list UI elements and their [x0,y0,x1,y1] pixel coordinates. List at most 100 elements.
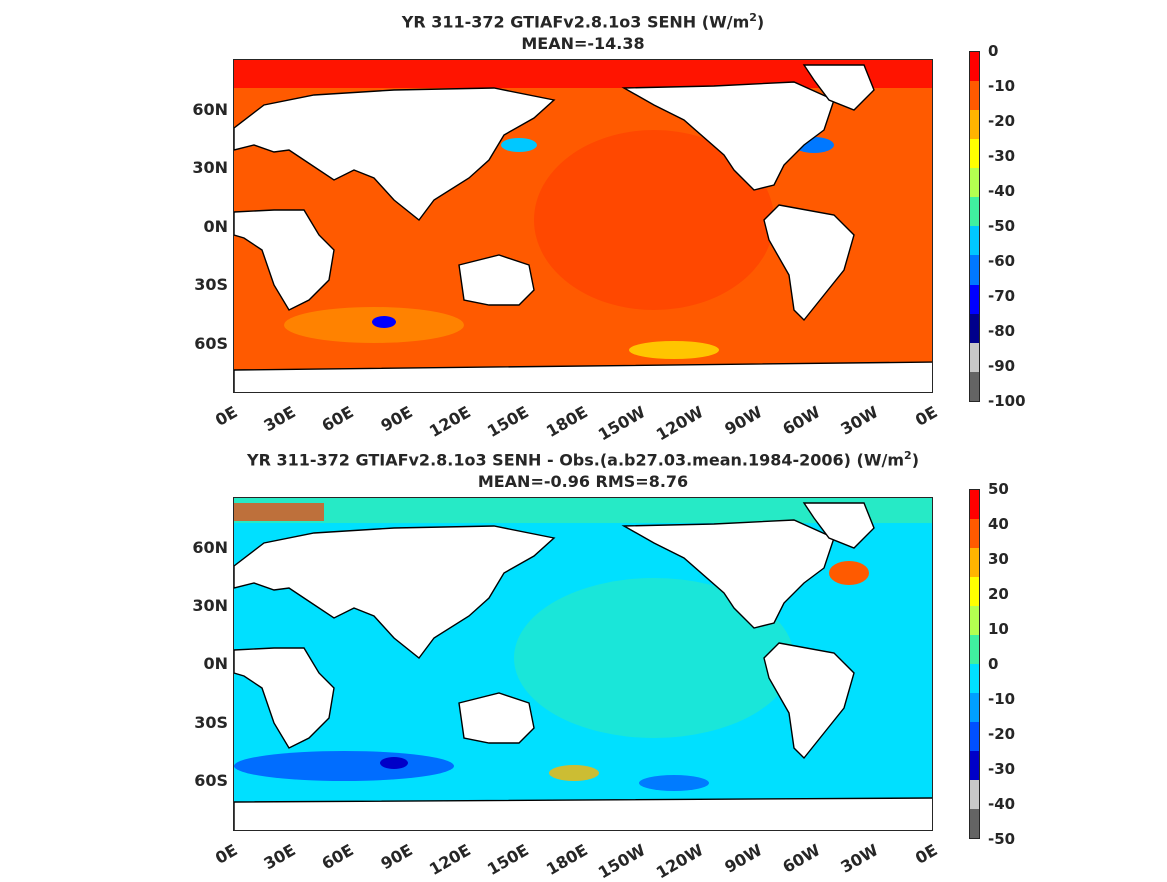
y-label: 0N [203,654,228,673]
colorbar-label: -90 [988,357,1016,375]
africa [234,647,335,749]
x-label: 0E [911,840,941,868]
pacific-field [534,130,774,310]
y-label: 30S [194,713,228,732]
x-label: 120E [425,840,474,879]
y-label: 60S [194,771,228,790]
x-label: 150E [483,840,532,879]
pacific-field [514,578,794,738]
colorbar-label: -20 [988,112,1016,130]
panel2-map [233,497,933,831]
colorbar-swatch [970,692,979,722]
colorbar-label: -30 [988,147,1016,165]
colorbar-swatch [970,779,979,809]
gulfstream-max [829,561,869,585]
panel1-map-field [234,60,932,392]
colorbar-swatch [970,750,979,780]
colorbar-label: -20 [988,725,1016,743]
colorbar-swatch [970,663,979,693]
y-label: 60N [192,100,228,119]
colorbar-label: -80 [988,322,1016,340]
colorbar-swatch [970,605,979,635]
colorbar-label: 20 [988,585,1009,603]
x-label: 150E [483,402,532,441]
x-label: 0E [911,402,941,430]
x-label: 30E [260,840,299,874]
x-label: 150W [594,840,649,882]
arctic-max [234,503,324,521]
colorbar-swatch [970,226,979,256]
colorbar-swatch [970,110,979,140]
colorbar-label: 30 [988,550,1009,568]
land [234,64,932,392]
colorbar-swatch [970,255,979,285]
antarctica [234,361,932,392]
southern-min [234,751,454,781]
x-label: 120W [652,402,707,445]
australia [458,692,535,744]
y-label: 60N [192,538,228,557]
x-label: 180E [542,402,591,441]
colorbar-label: 40 [988,515,1009,533]
panel1-title: YR 311-372 GTIAFv2.8.1o3 SENH (W/m2) [401,11,765,32]
x-label: 60W [779,402,824,439]
colorbar-label: 10 [988,620,1009,638]
colorbar-label: 50 [988,480,1009,498]
colorbar-swatch [970,490,979,519]
kerguelen-min [372,316,396,328]
y-label: 30N [192,596,228,615]
land [234,502,932,830]
greenland [802,64,875,111]
x-label: 180E [542,840,591,879]
colorbar-swatch [970,168,979,198]
x-label: 30E [260,402,299,436]
colorbar-swatch [970,371,979,401]
x-label: 120W [652,840,707,882]
x-label: 90W [721,402,766,439]
panel2-colorbar [969,489,980,839]
eurasia [234,525,556,659]
colorbar-label: -10 [988,77,1016,95]
panel1-stats: MEAN=-14.38 [521,34,645,53]
y-label: 30N [192,158,228,177]
colorbar-swatch [970,634,979,664]
colorbar-label: -100 [988,392,1026,410]
south-pacific-field [629,341,719,359]
x-label: 0E [211,840,241,868]
kerguelen-min [380,757,408,769]
north-america [621,519,835,629]
north-america [621,81,835,191]
colorbar-swatch [970,52,979,82]
colorbar-swatch [970,284,979,314]
x-label: 30W [837,840,882,877]
south-pacific-max [549,765,599,781]
x-label: 60E [318,840,357,874]
australia [458,254,535,306]
colorbar-swatch [970,313,979,343]
colorbar-swatch [970,81,979,111]
south-america [763,642,855,760]
colorbar-label: -60 [988,252,1016,270]
africa [234,209,335,311]
x-label: 90W [721,840,766,877]
panel1-map [233,59,933,393]
panel2-stats: MEAN=-0.96 RMS=8.76 [477,472,689,491]
colorbar-label: -30 [988,760,1016,778]
y-label: 60S [194,334,228,353]
y-label: 30S [194,275,228,294]
colorbar-swatch [970,721,979,751]
x-label: 0E [211,402,241,430]
panel2-map-field [234,498,932,830]
colorbar-swatch [970,547,979,577]
colorbar-label: -50 [988,217,1016,235]
colorbar-swatch [970,518,979,548]
south-pacific-min [639,775,709,791]
colorbar-swatch [970,197,979,227]
colorbar-label: -40 [988,795,1016,813]
x-label: 60W [779,840,824,877]
colorbar-label: -40 [988,182,1016,200]
x-label: 60E [318,402,357,436]
eurasia [234,87,556,221]
colorbar-label: -10 [988,690,1016,708]
panel1-colorbar [969,51,980,402]
